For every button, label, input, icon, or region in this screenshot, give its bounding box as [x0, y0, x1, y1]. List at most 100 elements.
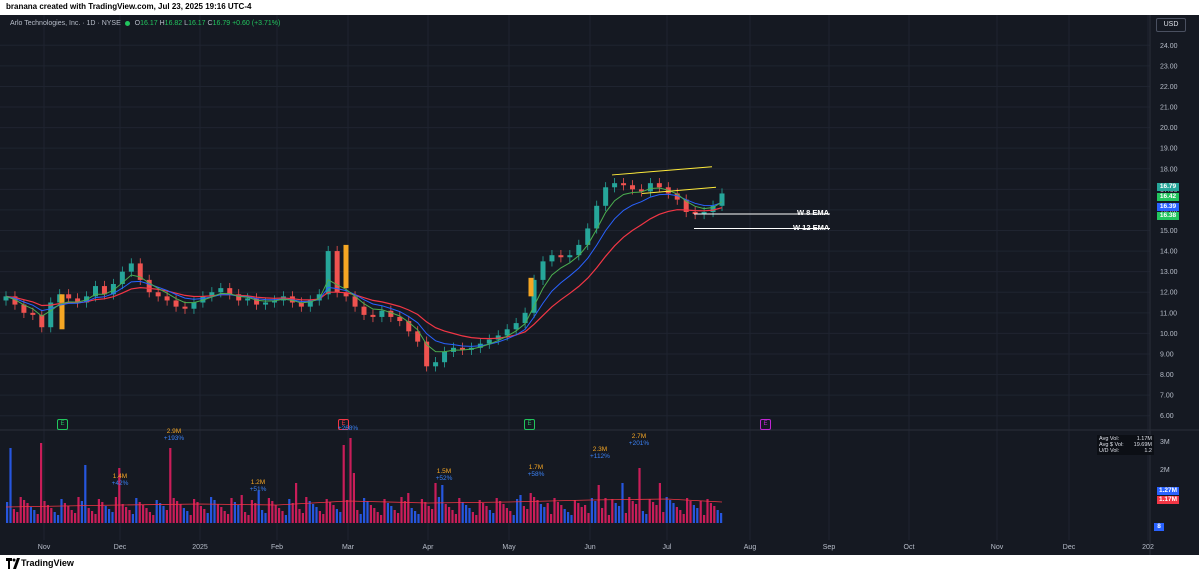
volume-bar [284, 515, 287, 523]
volume-bar [332, 505, 335, 523]
volume-bar [509, 511, 512, 523]
volume-bar [329, 502, 332, 523]
volume-annotation: 1.5M +52% [435, 468, 453, 482]
ema-green2-tag: 16.38 [1157, 212, 1179, 220]
volume-bar [519, 495, 522, 523]
candle-body [504, 329, 510, 336]
volume-bar [70, 510, 73, 523]
y-tick-label: 9.00 [1160, 351, 1174, 358]
volume-bar [131, 514, 134, 523]
y-tick-label: 19.00 [1160, 146, 1178, 153]
earnings-icon[interactable]: E [760, 419, 771, 430]
volume-bar [512, 515, 515, 523]
candle-body [218, 288, 224, 293]
chart-pane[interactable]: 24.0023.0022.0021.0020.0019.0018.0017.00… [0, 15, 1199, 555]
volume-bar [410, 508, 413, 523]
earnings-icon[interactable]: E [57, 419, 68, 430]
volume-bar [716, 510, 719, 523]
candle-body [397, 316, 403, 322]
candle-body [415, 331, 421, 342]
candle-body [59, 294, 65, 330]
candle-body [692, 211, 698, 215]
volume-bar [590, 498, 593, 523]
candle-body [164, 296, 170, 301]
earnings-icon[interactable]: E [524, 419, 535, 430]
open-value: 16.17 [140, 20, 158, 27]
volume-bar [567, 512, 570, 523]
volume-bar [587, 513, 590, 523]
candle-body [486, 339, 492, 344]
x-tick-label: 2025 [192, 544, 208, 551]
candle-body [495, 335, 501, 340]
volume-bar [179, 504, 182, 523]
currency-button[interactable]: USD [1156, 18, 1186, 32]
volume-bar [556, 502, 559, 523]
volume-bar [597, 485, 600, 523]
volume-bar [400, 497, 403, 523]
volume-bar [686, 498, 689, 523]
volume-bar [250, 500, 253, 523]
volume-bar [628, 497, 631, 523]
volume-annotation: 1.7M +58% [527, 464, 545, 478]
volume-bar [427, 506, 430, 523]
x-tick-label: Dec [1063, 544, 1076, 551]
volume-bar [291, 503, 294, 523]
earnings-icon[interactable]: E [338, 419, 349, 430]
candle-body [263, 302, 269, 305]
credit-text: branana created with TradingView.com, Ju… [6, 2, 252, 11]
candle-body [701, 211, 707, 215]
volume-bar [533, 497, 536, 523]
x-tick-label: May [502, 544, 516, 551]
y-tick-label: 10.00 [1160, 331, 1178, 338]
volume-bar [53, 512, 56, 523]
volume-bar [505, 508, 508, 523]
y-tick-label: 21.00 [1160, 105, 1178, 112]
candle-body [298, 302, 304, 307]
candle-body [594, 205, 600, 229]
candle-body [12, 296, 18, 305]
ema-line-green [5, 187, 723, 353]
x-tick-label: Feb [271, 544, 283, 551]
volume-bar [614, 503, 617, 523]
candle-body [621, 183, 627, 186]
volume-bar [495, 498, 498, 523]
volume-bar [142, 505, 145, 523]
volume-bar [403, 501, 406, 523]
volume-bar [121, 504, 124, 523]
candle-body [585, 228, 591, 245]
volume-annotation: 2.3M +112% [590, 446, 610, 460]
candle-body [674, 193, 680, 200]
volume-bar [553, 498, 556, 523]
candle-body [200, 296, 206, 303]
x-tick-label: Nov [38, 544, 51, 551]
volume-bar [46, 505, 49, 523]
volume-bar [16, 512, 19, 523]
volume-bar [227, 514, 230, 523]
volume-bar [471, 512, 474, 523]
volume-bar [539, 504, 542, 523]
volume-bar [315, 507, 318, 523]
volume-bar [386, 503, 389, 523]
volume-bar [23, 500, 26, 523]
volume-bar [50, 508, 53, 523]
volume-bar [441, 485, 444, 523]
volume-bar [80, 501, 83, 523]
chart-canvas[interactable]: 24.0023.0022.0021.0020.0019.0018.0017.00… [0, 15, 1199, 555]
volume-bar [169, 448, 172, 523]
volume-bar [499, 501, 502, 523]
volume-bar [159, 503, 162, 523]
volume-tag: 1.27M [1157, 487, 1179, 495]
candle-body [272, 300, 277, 303]
volume-bar [390, 506, 393, 523]
volume-bar [57, 515, 60, 523]
volume-bar [635, 504, 638, 523]
volume-bar [240, 495, 243, 523]
volume-bar [264, 513, 267, 523]
low-value: 16.17 [188, 20, 206, 27]
y-tick-label: 6.00 [1160, 413, 1174, 420]
volume-bar [295, 483, 298, 523]
volume-bar [12, 509, 15, 523]
y-tick-label: 14.00 [1160, 249, 1178, 256]
volume-bar [111, 512, 114, 523]
volume-bar [257, 491, 260, 523]
